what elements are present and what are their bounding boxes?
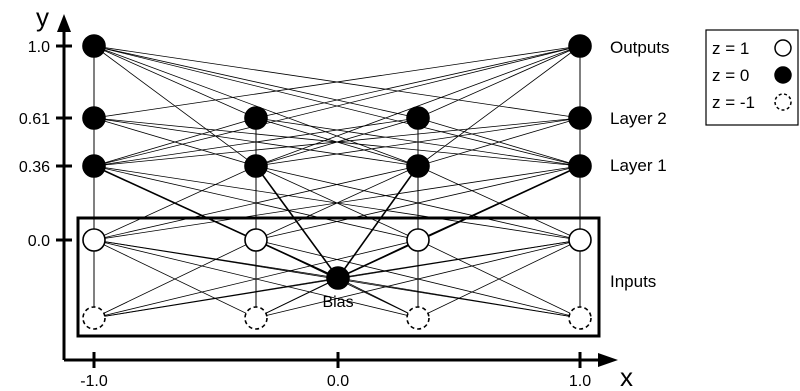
edge-output-layer1 — [255, 45, 581, 167]
edge-output-layer2 — [93, 45, 419, 119]
x-tick-label: 0.0 — [327, 373, 349, 390]
layer2-node — [568, 106, 592, 130]
x-tick-label: -1.0 — [80, 373, 108, 390]
layer1-label: Layer 1 — [610, 156, 667, 175]
input-node — [406, 228, 430, 252]
input-node — [244, 228, 268, 252]
edge-layer2-layer1 — [417, 117, 581, 167]
negative-input-node — [406, 306, 430, 330]
edge-input-bias — [337, 239, 581, 279]
layer2-node — [406, 106, 430, 130]
y-axis-arrowhead — [57, 14, 71, 32]
legend-label-dashed: z = -1 — [712, 93, 755, 112]
layer2-node — [82, 106, 106, 130]
edge-bias-negative — [93, 277, 339, 319]
y-tick-label: 0.61 — [19, 111, 50, 128]
legend: z = 1 z = 0 z = -1 — [705, 29, 799, 126]
x-axis-label: x — [620, 362, 633, 391]
edge-layer1-input — [93, 165, 581, 241]
layer1-node — [406, 154, 430, 178]
edge-input-negative — [417, 239, 581, 319]
input-node — [568, 228, 592, 252]
negative-input-node — [568, 306, 592, 330]
edge-output-layer1 — [93, 45, 419, 167]
legend-label-filled: z = 0 — [712, 66, 749, 85]
output-node — [568, 34, 592, 58]
edge-bias-negative — [337, 277, 419, 319]
edge-layer2-layer1 — [93, 117, 581, 167]
edge-layer1-bias — [255, 165, 339, 279]
legend-dashed-circle-icon — [774, 93, 792, 111]
outputs-label: Outputs — [610, 38, 670, 57]
edge-bias-negative — [255, 277, 339, 319]
inputs-label: Inputs — [610, 272, 656, 291]
edge-output-layer2 — [255, 45, 581, 119]
layer1-node — [244, 154, 268, 178]
edge-output-layer2 — [417, 45, 581, 119]
y-axis-label: y — [36, 2, 49, 32]
negative-input-node — [244, 306, 268, 330]
edge-input-negative — [93, 239, 257, 319]
edge-output-layer2 — [93, 45, 257, 119]
layer2-node — [244, 106, 268, 130]
y-tick-label: 0.0 — [28, 233, 50, 250]
edge-input-bias — [93, 239, 339, 279]
edge-input-bias — [337, 239, 419, 279]
x-axis-arrowhead — [598, 353, 618, 367]
x-ticks: -1.0 0.0 1.0 — [80, 352, 591, 390]
edge-layer1-bias — [337, 165, 419, 279]
bias-node — [326, 266, 350, 290]
layer1-node — [82, 154, 106, 178]
output-node — [82, 34, 106, 58]
layer1-node — [568, 154, 592, 178]
legend-open-circle-icon — [774, 39, 792, 57]
x-tick-label: 1.0 — [569, 373, 591, 390]
edge-output-layer1 — [93, 45, 581, 167]
layer2-label: Layer 2 — [610, 109, 667, 128]
legend-label-open: z = 1 — [712, 39, 749, 58]
input-node — [82, 228, 106, 252]
negative-input-node — [82, 306, 106, 330]
edge-input-bias — [255, 239, 339, 279]
y-tick-label: 1.0 — [28, 39, 50, 56]
edge-layer2-layer1 — [93, 117, 257, 167]
legend-filled-circle-icon — [774, 66, 792, 84]
network-nodes — [82, 34, 592, 330]
edge-bias-negative — [337, 277, 581, 319]
bias-label: Bias — [322, 294, 353, 311]
inputs-box — [76, 216, 601, 338]
y-ticks: 1.0 0.61 0.36 0.0 — [19, 39, 72, 250]
y-tick-label: 0.36 — [19, 159, 50, 176]
